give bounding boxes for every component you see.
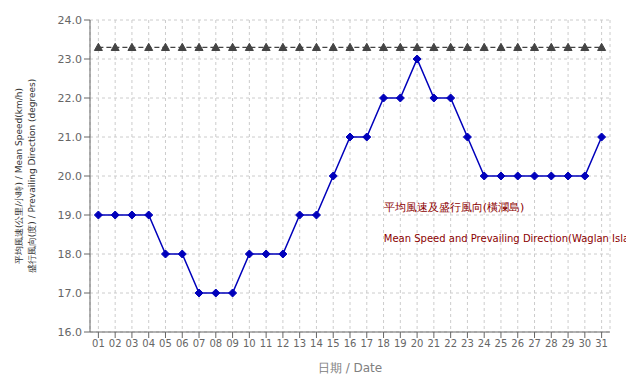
svg-text:15: 15 [327, 338, 340, 349]
svg-text:16: 16 [344, 338, 357, 349]
svg-text:21: 21 [428, 338, 441, 349]
svg-text:19.0: 19.0 [58, 209, 83, 222]
svg-text:Mean Speed and Prevailing Dire: Mean Speed and Prevailing Direction(Wagl… [384, 233, 626, 244]
svg-text:27: 27 [528, 338, 541, 349]
svg-text:19: 19 [394, 338, 407, 349]
svg-text:07: 07 [193, 338, 206, 349]
svg-text:20.0: 20.0 [58, 170, 83, 183]
svg-text:13: 13 [293, 338, 306, 349]
svg-text:11: 11 [260, 338, 273, 349]
svg-text:22.0: 22.0 [58, 92, 83, 105]
svg-text:03: 03 [126, 338, 139, 349]
svg-text:18.0: 18.0 [58, 248, 83, 261]
svg-text:26: 26 [511, 338, 524, 349]
svg-text:22: 22 [444, 338, 457, 349]
svg-text:25: 25 [495, 338, 508, 349]
svg-text:24: 24 [478, 338, 491, 349]
svg-text:12: 12 [277, 338, 290, 349]
svg-text:31: 31 [595, 338, 608, 349]
svg-text:24.0: 24.0 [58, 14, 83, 27]
svg-text:10: 10 [243, 338, 256, 349]
svg-text:23.0: 23.0 [58, 53, 83, 66]
svg-text:平均風速(公里/小時) / Mean Speed(km/h): 平均風速(公里/小時) / Mean Speed(km/h)盛行風向(度) / … [14, 79, 37, 273]
svg-text:17: 17 [360, 338, 373, 349]
svg-text:日期 / Date: 日期 / Date [318, 361, 382, 375]
svg-text:05: 05 [159, 338, 172, 349]
svg-text:29: 29 [562, 338, 575, 349]
svg-text:21.0: 21.0 [58, 131, 83, 144]
svg-text:14: 14 [310, 338, 323, 349]
svg-text:08: 08 [209, 338, 222, 349]
svg-text:20: 20 [411, 338, 424, 349]
svg-text:18: 18 [377, 338, 390, 349]
svg-text:28: 28 [545, 338, 558, 349]
svg-text:06: 06 [176, 338, 189, 349]
svg-text:02: 02 [109, 338, 122, 349]
svg-text:17.0: 17.0 [58, 287, 83, 300]
svg-text:16.0: 16.0 [58, 326, 83, 339]
svg-text:09: 09 [226, 338, 239, 349]
svg-text:30: 30 [578, 338, 591, 349]
svg-text:01: 01 [92, 338, 105, 349]
svg-text:23: 23 [461, 338, 474, 349]
svg-text:平均風速及盛行風向(橫瀾島): 平均風速及盛行風向(橫瀾島) [384, 201, 525, 214]
svg-text:04: 04 [142, 338, 155, 349]
